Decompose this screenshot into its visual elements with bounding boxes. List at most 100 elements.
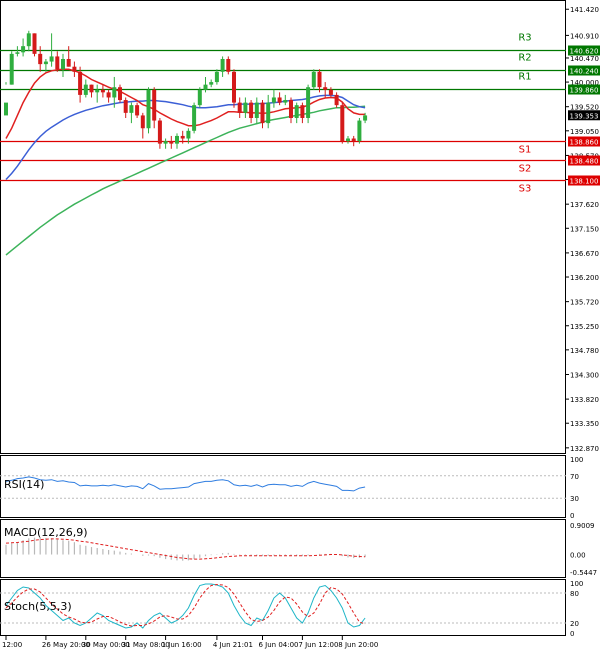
candle-body (89, 84, 94, 93)
price-tick-label: 136.200 (570, 274, 599, 282)
stoch-tick-label: 100 (570, 580, 583, 588)
ma-red-line (5, 68, 366, 139)
time-tick-label: 6 Jun 04:00 (259, 641, 299, 649)
candle-body (271, 97, 276, 103)
level-tag-s1: 138.860 (570, 139, 599, 147)
stoch-panel (0, 579, 566, 636)
candle-body (78, 71, 83, 95)
candle-body (209, 82, 214, 85)
panel-frames (0, 0, 566, 636)
macd-panel (0, 519, 566, 578)
rsi-line (5, 476, 366, 492)
rsi-tick-label: 30 (570, 495, 579, 503)
level-name-r1: R1 (518, 72, 531, 83)
candle-body (351, 138, 356, 142)
candle-body (118, 87, 122, 101)
rsi-indicator: 100 70 30 0 (0, 456, 583, 520)
level-tag-s2: 138.480 (570, 158, 599, 166)
time-tick-label: 31 May 08:00 (122, 641, 170, 649)
level-tag-bg-s2 (568, 155, 600, 166)
level-tag-r1: 139.860 (570, 87, 599, 95)
price-tick-label: 136.670 (570, 250, 599, 258)
level-tag-bg-r1 (568, 84, 600, 95)
candle-body (66, 58, 71, 67)
candle-body (180, 135, 185, 139)
candle-body (192, 105, 197, 131)
candle-body (363, 115, 368, 121)
price-tick-label: 133.350 (570, 420, 599, 428)
level-tag-r2: 140.240 (570, 68, 599, 76)
level-tag-bg-r3 (568, 45, 600, 56)
price-tick-label: 139.050 (570, 128, 599, 136)
stoch-title: Stoch(5,5,3) (4, 600, 72, 613)
stoch-signal-line (5, 583, 366, 627)
rsi-tick-label: 70 (570, 473, 579, 481)
macd-indicator: 0.9009 0.00 -0.5447 (5, 522, 597, 577)
candle-body (300, 105, 305, 118)
level-name-s2: S2 (519, 164, 532, 175)
candle-body (32, 33, 37, 54)
candle-body (43, 61, 48, 65)
macd-signal-line (5, 538, 366, 560)
candle-body (21, 46, 26, 53)
level-name-s3: S3 (519, 184, 532, 195)
candle-body (152, 89, 157, 121)
candle-body (260, 102, 265, 124)
candle-body (226, 58, 231, 72)
time-tick-label: 7 Jun 12:00 (298, 641, 338, 649)
candle-body (169, 141, 174, 144)
candle-body (140, 115, 145, 129)
price-tick-label: 139.520 (570, 104, 599, 112)
candle-body (83, 84, 88, 95)
price-tick-label: 134.780 (570, 347, 599, 355)
candle-body (220, 58, 225, 72)
candle-body (112, 87, 117, 98)
rsi-tick-label: 0 (570, 512, 574, 520)
candle-body (100, 89, 105, 93)
candle-body (197, 89, 202, 106)
time-tick-label: 4 Jun 21:01 (213, 641, 253, 649)
price-tick-label: 133.820 (570, 396, 599, 404)
price-tick-label: 137.620 (570, 201, 599, 209)
level-name-r2: R2 (518, 53, 531, 64)
level-name-s1: S1 (519, 145, 532, 156)
candle-body (38, 53, 43, 65)
candle-body (232, 71, 236, 103)
candle-body (129, 105, 134, 113)
macd-tick-label: 0.00 (570, 552, 586, 560)
candle-body (317, 71, 322, 88)
candle-body (49, 56, 54, 62)
current-price-tag-bg (568, 110, 600, 121)
level-tag-bg-s1 (568, 136, 600, 147)
level-name-r3: R3 (518, 33, 531, 44)
candle-body (4, 102, 8, 116)
candle-body (334, 94, 339, 106)
stoch-main-line (5, 583, 366, 629)
price-tick-label: 140.470 (570, 55, 599, 63)
time-tick-label: 26 May 20:00 (42, 641, 90, 649)
level-tag-r3: 140.620 (570, 48, 599, 56)
price-tick-label: 137.150 (570, 225, 599, 233)
pivot-levels: R3 R2 R1 S1 S2 S3 (0, 33, 566, 195)
candles (4, 30, 368, 149)
price-tick-label: 132.870 (570, 445, 599, 453)
candle-body (175, 135, 179, 144)
level-tag-bg-s3 (568, 175, 600, 186)
price-tick-label: 135.720 (570, 299, 599, 307)
candle-body (157, 120, 162, 144)
price-panel (0, 0, 566, 454)
candle-body (357, 120, 362, 142)
candle-body (186, 130, 191, 139)
rsi-tick-label: 100 (570, 456, 583, 464)
stoch-indicator: 100 80 20 0 (0, 580, 583, 638)
candle-body (55, 56, 60, 70)
candle-body (61, 58, 65, 70)
macd-tick-label: -0.5447 (570, 569, 597, 577)
stoch-tick-label: 0 (570, 630, 574, 638)
rsi-title: RSI(14) (4, 478, 44, 491)
time-tick-label: 8 Jun 20:00 (338, 641, 378, 649)
candle-body (106, 92, 111, 98)
macd-tick-label: 0.9009 (570, 522, 595, 530)
